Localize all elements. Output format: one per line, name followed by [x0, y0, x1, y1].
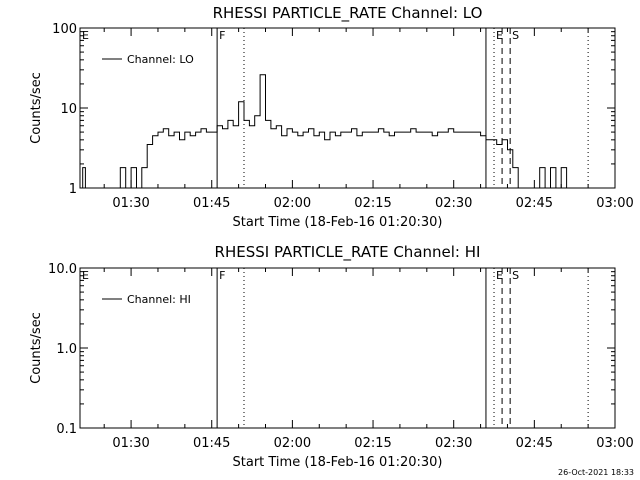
event-marker-label: S [512, 269, 519, 282]
plot-frame [79, 267, 616, 429]
y-tick-label: 10.0 [48, 262, 77, 277]
y-axis-label: Counts/sec [29, 312, 44, 384]
x-tick-label: 01:45 [193, 436, 230, 451]
event-marker-label: E [496, 29, 503, 42]
timestamp: 26-Oct-2021 18:33 [558, 468, 634, 477]
panel-2: RHESSI PARTICLE_RATE Channel: HI 0.1 1.0 10… [29, 243, 634, 470]
x-tick-label: 02:15 [354, 436, 391, 451]
x-tick-label: 03:00 [596, 436, 633, 451]
x-tick-label: 02:45 [516, 196, 553, 211]
event-marker-label: E [496, 269, 503, 282]
y-axis-label: Counts/sec [29, 72, 44, 144]
series-line [80, 74, 599, 189]
event-marker-label: E [82, 269, 89, 282]
x-tick-label: 02:00 [274, 196, 311, 211]
panel-1: RHESSI PARTICLE_RATE Channel: LO 1 10 100 Co… [29, 4, 634, 230]
legend-label: Channel: LO [127, 53, 194, 66]
x-tick-label: 01:45 [193, 196, 230, 211]
y-tick-label: 0.1 [56, 422, 77, 437]
x-axis-label: Start Time (18-Feb-16 01:20:30) [233, 215, 443, 230]
x-tick-label: 03:00 [596, 196, 633, 211]
legend-label: Channel: HI [127, 293, 191, 306]
event-marker-label: F [219, 269, 225, 282]
event-marker-label: E [82, 29, 89, 42]
y-tick-label: 1 [69, 182, 77, 197]
x-tick-label: 02:45 [516, 436, 553, 451]
x-tick-label: 02:30 [435, 196, 472, 211]
chart-title: RHESSI PARTICLE_RATE Channel: HI [215, 243, 481, 262]
y-tick-label: 1.0 [56, 342, 77, 357]
x-tick-label: 02:00 [274, 436, 311, 451]
x-axis-label: Start Time (18-Feb-16 01:20:30) [233, 455, 443, 470]
event-marker-label: F [219, 29, 225, 42]
x-tick-label: 01:30 [112, 196, 149, 211]
y-tick-label: 100 [52, 22, 77, 37]
plot-frame [79, 27, 616, 189]
x-tick-label: 02:15 [354, 196, 391, 211]
event-marker-label: S [512, 29, 519, 42]
x-tick-label: 02:30 [435, 436, 472, 451]
y-tick-label: 10 [60, 102, 77, 117]
chart-title: RHESSI PARTICLE_RATE Channel: LO [213, 4, 483, 23]
x-tick-label: 01:30 [112, 436, 149, 451]
